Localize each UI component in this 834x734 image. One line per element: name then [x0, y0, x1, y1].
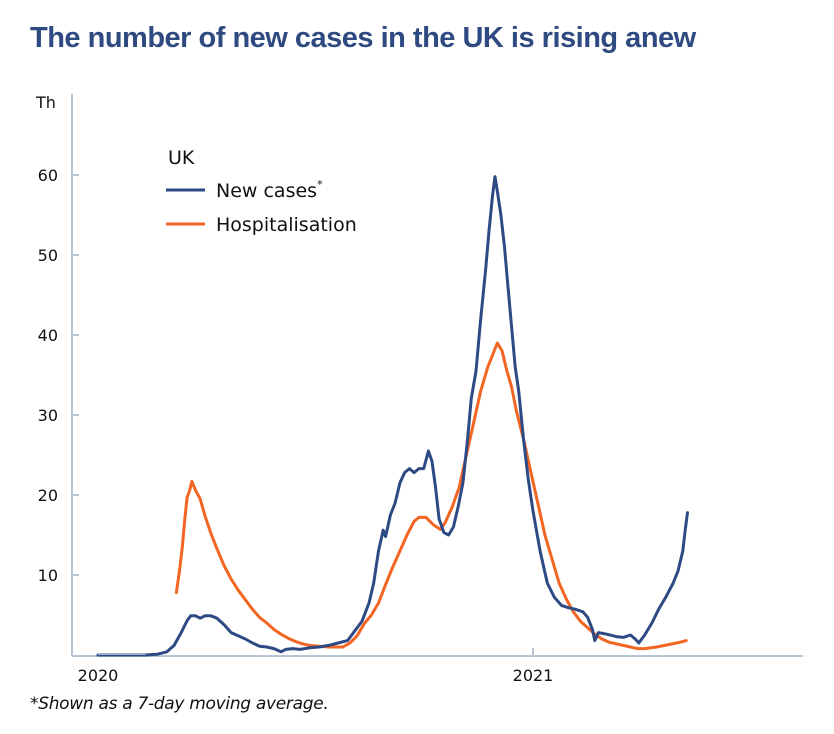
y-unit-label: Th — [35, 93, 56, 112]
y-ticks: 10 20 30 40 50 60 — [38, 166, 79, 585]
footnote: *Shown as a 7-day moving average. — [30, 694, 329, 714]
legend: UK New cases* Hospitalisation — [166, 147, 357, 236]
x-tick-label: 2020 — [78, 666, 119, 685]
legend-label-new-cases: New cases* — [216, 178, 323, 202]
y-tick-label: 20 — [38, 486, 58, 505]
y-tick-label: 50 — [38, 246, 58, 265]
legend-label-hospitalisation: Hospitalisation — [216, 214, 357, 236]
y-tick-label: 30 — [38, 406, 58, 425]
series-line-hospitalisation — [174, 341, 688, 651]
legend-title: UK — [168, 147, 195, 169]
series-layer — [96, 175, 689, 657]
chart-title: The number of new cases in the UK is ris… — [30, 22, 696, 54]
axes: Th — [35, 93, 803, 657]
x-tick-label: 2021 — [513, 666, 554, 685]
y-tick-label: 60 — [38, 166, 58, 185]
y-tick-label: 10 — [38, 566, 58, 585]
y-tick-label: 40 — [38, 326, 58, 345]
series-line-new-cases — [96, 175, 689, 657]
x-ticks: 2020 2021 — [78, 648, 554, 685]
